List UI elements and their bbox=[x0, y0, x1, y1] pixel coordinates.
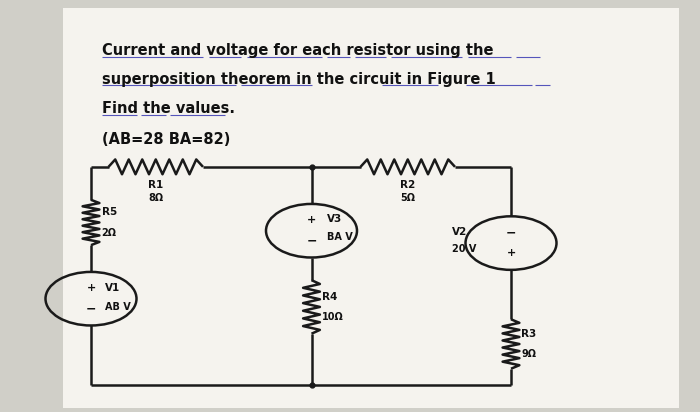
Text: 20 V: 20 V bbox=[452, 244, 476, 254]
Text: +: + bbox=[506, 248, 516, 258]
Text: (AB=28 BA=82): (AB=28 BA=82) bbox=[102, 132, 230, 147]
Text: 9Ω: 9Ω bbox=[522, 349, 536, 359]
Text: 2Ω: 2Ω bbox=[102, 228, 116, 238]
Text: superposition theorem in the circuit in Figure 1: superposition theorem in the circuit in … bbox=[102, 72, 496, 87]
Text: V3: V3 bbox=[327, 214, 342, 224]
Text: V2: V2 bbox=[452, 227, 467, 236]
Text: Find the values.: Find the values. bbox=[102, 101, 235, 116]
Text: −: − bbox=[307, 234, 316, 248]
Text: R1: R1 bbox=[148, 180, 163, 190]
Text: R2: R2 bbox=[400, 180, 415, 190]
Text: R5: R5 bbox=[102, 207, 117, 217]
Text: −: − bbox=[85, 302, 97, 316]
Text: +: + bbox=[86, 283, 96, 293]
Text: R4: R4 bbox=[322, 292, 337, 302]
Text: R3: R3 bbox=[522, 329, 537, 339]
Text: Current and voltage for each resistor using the: Current and voltage for each resistor us… bbox=[102, 43, 493, 58]
Text: −: − bbox=[505, 226, 517, 239]
Text: AB V: AB V bbox=[105, 302, 131, 312]
Text: 5Ω: 5Ω bbox=[400, 193, 415, 203]
Text: 10Ω: 10Ω bbox=[322, 312, 344, 322]
Text: V1: V1 bbox=[105, 283, 120, 293]
FancyBboxPatch shape bbox=[63, 8, 679, 408]
Text: 8Ω: 8Ω bbox=[148, 193, 163, 203]
Text: +: + bbox=[307, 215, 316, 225]
Text: BA V: BA V bbox=[327, 232, 353, 242]
